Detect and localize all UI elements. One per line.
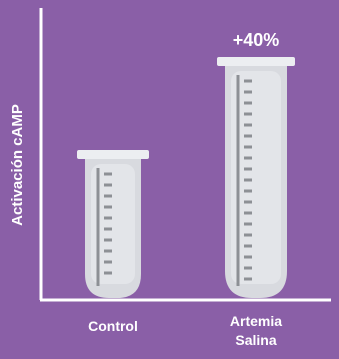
- tube-highlight: [231, 71, 281, 284]
- annotation: +40%: [233, 30, 280, 50]
- x-tick-label: Control: [88, 318, 138, 334]
- x-tick-label: Artemia Salina: [229, 313, 283, 348]
- y-axis-label: Activación cAMP: [9, 104, 26, 226]
- tube-rim: [77, 150, 149, 159]
- tube-highlight: [91, 164, 135, 284]
- tube-rim: [217, 57, 295, 66]
